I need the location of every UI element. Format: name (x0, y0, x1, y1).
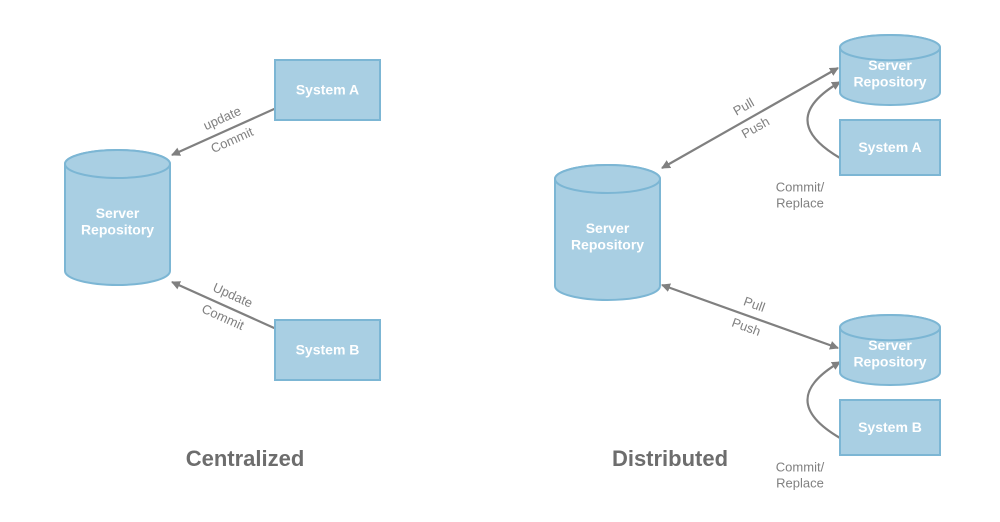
diagram-title: Distributed (612, 446, 728, 471)
shape-label: Server (868, 337, 912, 353)
system-box: System A (275, 60, 380, 120)
shape-label: Repository (571, 236, 644, 252)
diagram-canvas: updateCommitUpdateCommitServerRepository… (0, 0, 1000, 522)
curve-label: Commit/ (776, 179, 825, 194)
curve-arrow (808, 82, 841, 158)
shape-label: Server (586, 220, 630, 236)
system-box: System B (840, 400, 940, 455)
diagram-centralized: updateCommitUpdateCommitServerRepository… (65, 60, 380, 471)
edge-label: Pull (742, 293, 768, 314)
diagram-distributed: PullPushPullPushCommit/ReplaceCommit/Rep… (555, 35, 940, 490)
shape-label: Server (868, 57, 912, 73)
shape-label: System A (296, 82, 359, 98)
curve-label: Commit/ (776, 459, 825, 474)
repo-cylinder: ServerRepository (840, 35, 940, 105)
shape-label: Server (96, 205, 140, 221)
edge-label: Push (739, 114, 772, 142)
system-box: System A (840, 120, 940, 175)
shape-label: System B (858, 419, 922, 435)
shape-label: System A (858, 139, 921, 155)
shape-label: System B (296, 342, 360, 358)
repo-cylinder: ServerRepository (840, 315, 940, 385)
repo-cylinder: ServerRepository (555, 165, 660, 300)
shape-label: Repository (81, 221, 154, 237)
curve-label: Replace (776, 475, 824, 490)
edge-label: Pull (730, 95, 756, 119)
edge-arrow (662, 68, 838, 168)
repo-cylinder: ServerRepository (65, 150, 170, 285)
curve-arrow (808, 362, 841, 438)
curve-label: Replace (776, 195, 824, 210)
shape-label: Repository (853, 73, 926, 89)
diagram-title: Centralized (186, 446, 305, 471)
shape-label: Repository (853, 353, 926, 369)
system-box: System B (275, 320, 380, 380)
